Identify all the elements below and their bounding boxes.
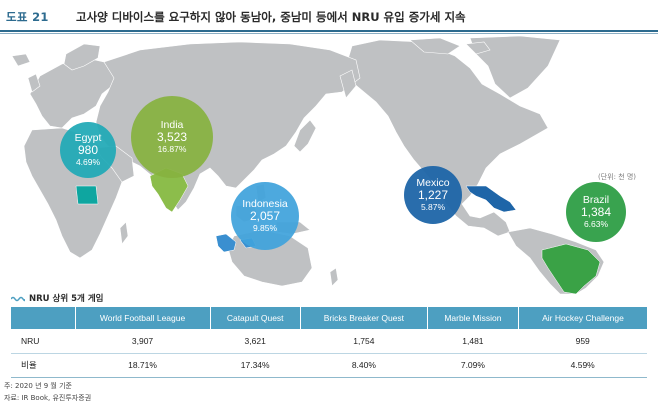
- north-america-shape: [345, 39, 549, 237]
- bubble-percent: 9.85%: [252, 223, 278, 234]
- table-cell: 3,907: [75, 329, 211, 354]
- arctic-islands-shape-2: [465, 41, 491, 55]
- bubble-value: 1,384: [580, 205, 612, 220]
- nru-table: World Football League Catapult Quest Bri…: [11, 307, 647, 378]
- row-label: 비율: [11, 353, 75, 378]
- bubble-country: Brazil: [582, 194, 610, 207]
- bubble-egypt: Egypt 980 4.69%: [60, 122, 116, 178]
- figure-number: 도표 21: [6, 10, 49, 24]
- table-header-cell: Bricks Breaker Quest: [300, 307, 428, 329]
- scandinavia-shape: [63, 43, 101, 71]
- new-zealand-shape: [329, 267, 339, 287]
- bubble-value: 1,227: [417, 188, 449, 203]
- bubble-india: India 3,523 16.87%: [131, 96, 213, 178]
- table-cell: 4.59%: [518, 353, 647, 378]
- bubble-percent: 16.87%: [157, 144, 187, 155]
- bubble-country: Egypt: [74, 132, 102, 145]
- bubble-brazil: Brazil 1,384 6.63%: [566, 182, 626, 242]
- figure-header: 도표 21 고사양 디바이스를 요구하지 않아 동남아, 중남미 등에서 NRU…: [0, 0, 658, 40]
- table-cell: 18.71%: [75, 353, 211, 378]
- table-cell: 17.34%: [210, 353, 301, 378]
- row-label: NRU: [11, 329, 75, 354]
- table-cell: 8.40%: [300, 353, 428, 378]
- table-title-text: NRU 상위 5개 게임: [29, 294, 104, 304]
- kamchatka-shape: [339, 69, 357, 99]
- table-cell: 1,481: [427, 329, 519, 354]
- bubble-country: India: [160, 119, 184, 132]
- egypt-highlight: [75, 185, 99, 205]
- table-header-cell: Air Hockey Challenge: [518, 307, 647, 329]
- table-title: NRU 상위 5개 게임: [11, 292, 103, 304]
- table-header-cell: [11, 307, 76, 329]
- bubble-percent: 6.63%: [583, 219, 609, 230]
- brazil-highlight: [541, 243, 601, 295]
- footnote: 주: 2020 년 9 월 기준: [4, 382, 72, 390]
- unit-label: (단위: 천 명): [598, 173, 637, 181]
- wave-icon: [11, 296, 25, 301]
- bubble-country: Indonesia: [242, 198, 288, 211]
- table-header-cell: Marble Mission: [427, 307, 519, 329]
- bubble-indonesia: Indonesia 2,057 9.85%: [231, 182, 299, 250]
- table-header-cell: Catapult Quest: [210, 307, 301, 329]
- table-cell: 7.09%: [427, 353, 519, 378]
- japan-shape: [293, 119, 317, 153]
- bubble-percent: 4.69%: [75, 157, 101, 168]
- source-note: 자료: IR Book, 유진투자증권: [4, 394, 92, 402]
- uk-shape: [27, 73, 41, 93]
- bubble-value: 2,057: [249, 209, 281, 224]
- table-cell: 1,754: [300, 329, 428, 354]
- mexico-highlight: [465, 185, 517, 213]
- table-row: 비율 18.71% 17.34% 8.40% 7.09% 4.59%: [11, 353, 647, 378]
- greenland-shape: [469, 35, 561, 99]
- bubble-mexico: Mexico 1,227 5.87%: [404, 166, 462, 224]
- iceland-shape: [11, 53, 31, 67]
- bubble-country: Mexico: [416, 177, 450, 190]
- table-row: NRU 3,907 3,621 1,754 1,481 959: [11, 329, 647, 354]
- arctic-islands-shape: [409, 37, 461, 55]
- figure-title: 고사양 디바이스를 요구하지 않아 동남아, 중남미 등에서 NRU 유입 증가…: [76, 10, 466, 24]
- table-cell: 3,621: [210, 329, 301, 354]
- bubble-value: 3,523: [156, 130, 188, 145]
- header-rule: [0, 30, 658, 32]
- table-cell: 959: [518, 329, 647, 354]
- madagascar-shape: [119, 221, 129, 245]
- bubble-percent: 5.87%: [420, 202, 446, 213]
- world-map: (단위: 천 명) India 3,523 16.87% Egypt 980 4…: [0, 35, 658, 295]
- table-header-cell: World Football League: [75, 307, 211, 329]
- bubble-value: 980: [77, 143, 99, 158]
- header-rule-thin: [0, 33, 658, 34]
- table-header-row: World Football League Catapult Quest Bri…: [11, 307, 647, 329]
